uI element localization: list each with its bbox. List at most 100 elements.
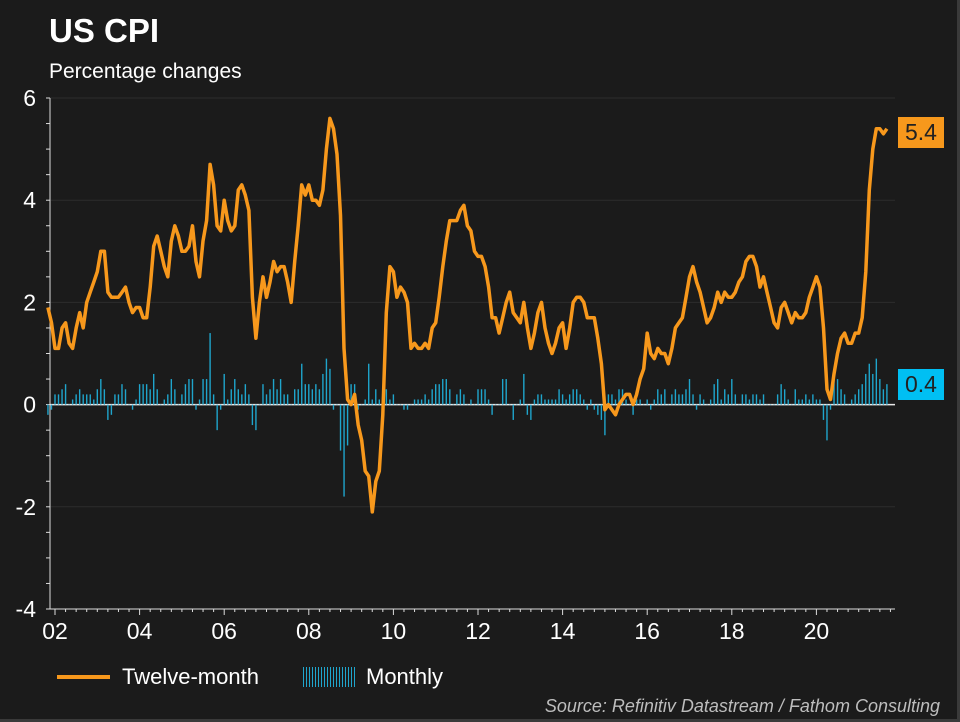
monthly-bar [734,394,737,405]
monthly-bar [61,389,63,405]
monthly-bar [209,333,211,405]
monthly-bar [583,399,585,405]
monthly-bar [752,394,754,405]
monthly-bar [794,389,796,405]
monthly-bar [131,404,134,410]
monthly-bar [512,404,514,420]
y-tick-label: 2 [23,289,36,315]
monthly-bar [177,404,180,406]
monthly-bar [882,389,885,405]
monthly-bar [128,404,130,406]
monthly-bar [167,394,169,405]
monthly-bar [769,404,772,406]
monthly-bar [283,394,285,405]
monthly-bar [89,394,91,405]
monthly-bar [586,404,588,410]
monthly-bar [184,384,187,405]
monthly-bar [336,404,338,406]
monthly-bar [191,379,194,405]
monthly-bar [279,379,282,405]
monthly-bar [801,399,803,405]
y-tick-label: -4 [16,596,37,622]
monthly-bar [618,389,620,405]
monthly-bar [776,394,779,405]
monthly-bar [234,379,236,405]
monthly-bar [227,399,229,405]
y-tick-label: 4 [23,187,36,213]
monthly-bar [724,389,726,405]
monthly-bar [205,379,208,405]
monthly-bar [491,404,493,415]
monthly-bar [861,384,863,405]
monthly-bar [533,399,536,405]
x-tick-label: 18 [719,618,745,644]
monthly-bar [590,399,592,405]
monthly-bar [731,379,733,405]
monthly-bar [505,379,507,405]
monthly-bar [435,384,437,405]
monthly-bar [47,404,49,415]
monthly-bar [632,404,634,415]
monthly-bar [850,399,853,405]
monthly-bar [720,399,722,405]
monthly-bar [540,394,543,405]
monthly-bar [815,399,818,405]
monthly-bar [523,373,525,405]
monthly-bar [230,389,232,405]
monthly-bar [477,389,479,405]
monthly-bar [593,404,596,410]
monthly-bar [142,384,144,405]
monthly-bar [741,394,744,405]
monthly-bar [75,394,77,405]
monthly-bar [93,399,95,405]
monthly-bar [332,404,335,410]
monthly-bar [501,379,504,405]
monthly-bar [417,399,419,405]
monthly-bar [107,404,109,420]
monthly-bar [717,379,719,405]
monthly-bar [64,384,67,405]
monthly-bar [812,394,814,405]
monthly-bar [727,394,729,405]
monthly-bar [399,404,402,406]
monthly-bar [145,384,148,405]
monthly-bar [840,389,842,405]
monthly-bar [674,389,677,405]
monthly-bar [269,389,271,405]
monthly-bar [639,399,641,405]
monthly-bar [872,373,874,405]
monthly-bar [286,394,289,405]
monthly-bar [819,399,821,405]
monthly-bar [642,404,645,406]
monthly-bar [163,399,165,405]
monthly-bar [805,394,807,405]
monthly-bar [519,399,521,405]
chart-title: US CPI [49,12,160,49]
monthly-bar [255,404,257,431]
monthly-bar [498,404,500,406]
monthly-bar [709,399,712,405]
monthly-bar [530,404,532,420]
monthly-bar [272,379,275,405]
monthly-bar [248,394,250,405]
monthly-bar [237,389,239,405]
monthly-bar [371,399,373,405]
monthly-bar [449,389,451,405]
monthly-bar [738,404,740,406]
monthly-bar [311,389,314,405]
monthly-bar [568,394,571,405]
monthly-bar [195,404,197,410]
monthly-bar [558,389,560,405]
monthly-bar [54,394,56,405]
twelve-month-last-value-label: 5.4 [898,117,944,148]
monthly-bar [170,379,173,405]
monthly-bar [244,384,247,405]
monthly-bar [671,394,673,405]
monthly-bar [100,379,102,405]
monthly-bar [438,384,440,405]
monthly-bar [223,373,225,405]
monthly-bar [290,404,292,406]
monthly-bar [611,394,613,405]
monthly-bar [660,394,662,405]
monthly-bar [773,404,775,406]
